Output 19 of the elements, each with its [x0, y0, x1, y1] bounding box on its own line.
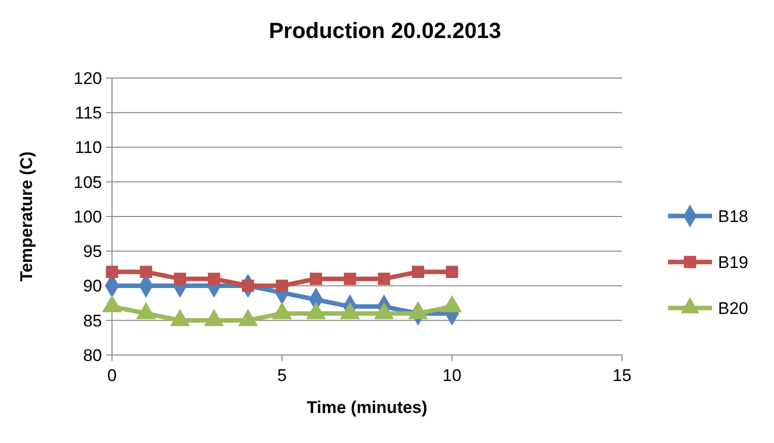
legend-label: B20: [718, 298, 748, 318]
y-axis-title: Temperature (C): [17, 151, 36, 282]
y-tick-label: 90: [83, 276, 102, 296]
y-tick-label: 110: [74, 138, 102, 158]
x-tick-label: 0: [107, 366, 117, 385]
y-tick-label: 95: [83, 242, 102, 262]
y-tick-label: 85: [83, 311, 102, 330]
x-tick-label: 5: [277, 366, 287, 385]
x-tick-label: 10: [442, 366, 462, 385]
x-axis-title: Time (minutes): [306, 398, 428, 417]
legend-label: B19: [718, 252, 748, 272]
y-tick-label: 105: [74, 172, 102, 192]
y-tick-label: 115: [74, 104, 102, 123]
legend-label: B18: [718, 206, 748, 226]
x-tick-label: 15: [612, 366, 632, 385]
y-tick-label: 100: [74, 207, 102, 226]
chart-title: Production 20.02.2013: [268, 18, 502, 43]
y-tick-label: 120: [74, 68, 102, 88]
y-tick-label: 80: [83, 346, 102, 365]
